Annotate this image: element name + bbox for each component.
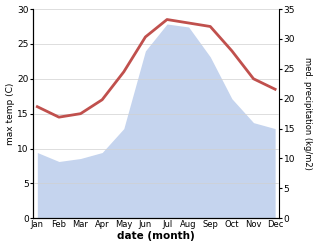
- X-axis label: date (month): date (month): [117, 231, 195, 242]
- Y-axis label: med. precipitation (kg/m2): med. precipitation (kg/m2): [303, 57, 313, 170]
- Y-axis label: max temp (C): max temp (C): [5, 82, 15, 145]
